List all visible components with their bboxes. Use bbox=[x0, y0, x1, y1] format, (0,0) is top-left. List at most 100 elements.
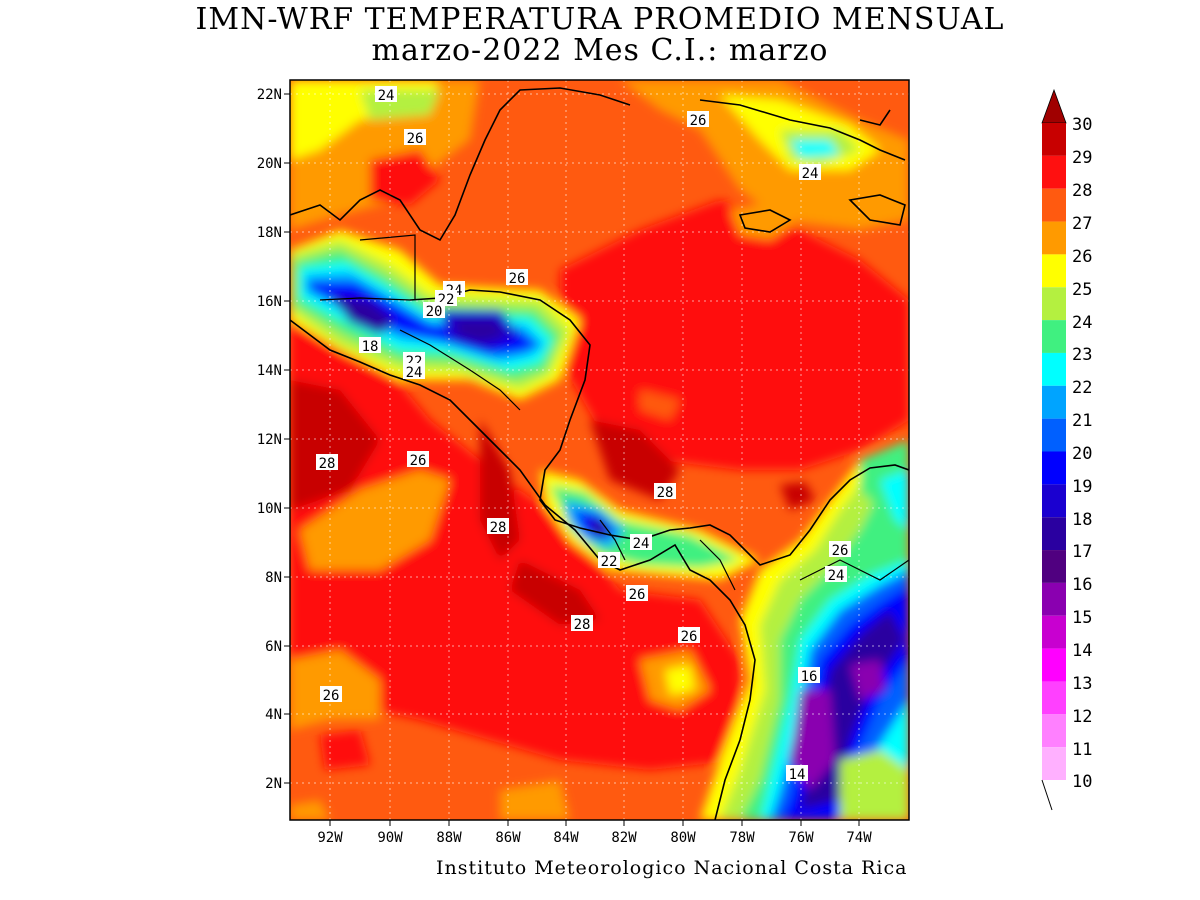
colorbar-swatch bbox=[1042, 418, 1066, 452]
colorbar-label: 21 bbox=[1072, 411, 1092, 431]
lon-label: 74W bbox=[846, 830, 872, 846]
contour-label: 26 bbox=[407, 131, 424, 147]
colorbar-swatch bbox=[1042, 155, 1066, 189]
contour-label: 26 bbox=[629, 587, 646, 603]
colorbar-label: 20 bbox=[1072, 444, 1092, 464]
colorbar-label: 17 bbox=[1072, 542, 1092, 562]
lat-label: 20N bbox=[257, 156, 282, 172]
colorbar-label: 11 bbox=[1072, 740, 1092, 760]
colorbar-swatch bbox=[1042, 615, 1066, 649]
colorbar-label: 29 bbox=[1072, 148, 1092, 168]
lat-label: 10N bbox=[257, 501, 282, 517]
colorbar-swatch bbox=[1042, 320, 1066, 353]
colorbar-swatch bbox=[1042, 550, 1066, 583]
colorbar-swatch bbox=[1042, 451, 1066, 485]
contour-label: 24 bbox=[633, 536, 650, 552]
lat-label: 6N bbox=[265, 639, 282, 655]
lon-label: 84W bbox=[553, 830, 579, 846]
lon-label: 90W bbox=[377, 830, 403, 846]
colorbar-label: 13 bbox=[1072, 674, 1092, 694]
lat-label: 2N bbox=[265, 776, 282, 792]
colorbar-swatch bbox=[1042, 287, 1066, 321]
contour-label: 26 bbox=[690, 113, 707, 129]
colorbar-label: 18 bbox=[1072, 510, 1092, 530]
contour-label: 26 bbox=[681, 629, 698, 645]
colorbar-swatch bbox=[1042, 648, 1066, 682]
colorbar-label: 25 bbox=[1072, 280, 1092, 300]
contour-label: 20 bbox=[426, 304, 443, 320]
colorbar-label: 14 bbox=[1072, 641, 1092, 661]
colorbar-swatch bbox=[1042, 517, 1066, 551]
colorbar-label: 19 bbox=[1072, 477, 1092, 497]
contour-label: 26 bbox=[509, 271, 526, 287]
lat-label: 22N bbox=[257, 87, 282, 103]
contour-label: 26 bbox=[323, 688, 340, 704]
contour-label: 28 bbox=[657, 485, 674, 501]
contour-labels: 24 26 26 24 26 24 22 20 18 22 24 28 26 2… bbox=[316, 86, 851, 783]
colorbar-swatch bbox=[1042, 681, 1066, 715]
lat-label: 8N bbox=[265, 570, 282, 586]
colorbar-label: 27 bbox=[1072, 214, 1092, 234]
colorbar: 30 29 28 27 26 25 24 23 22 21 20 19 18 1… bbox=[1041, 88, 1092, 811]
contour-label: 28 bbox=[574, 617, 591, 633]
lon-label: 80W bbox=[670, 830, 696, 846]
map-frame bbox=[289, 79, 910, 821]
colorbar-swatch bbox=[1042, 747, 1066, 780]
contour-label: 14 bbox=[789, 767, 806, 783]
colorbar-labels: 30 29 28 27 26 25 24 23 22 21 20 19 18 1… bbox=[1072, 115, 1092, 792]
lat-axis: 22N 20N 18N 16N 14N 12N 10N 8N 6N 4N 2N bbox=[257, 87, 290, 792]
contour-label: 28 bbox=[490, 520, 507, 536]
contour-label: 28 bbox=[319, 456, 336, 472]
chart-subtitle: marzo-2022 Mes C.I.: marzo bbox=[371, 33, 829, 68]
colorbar-label: 16 bbox=[1072, 575, 1092, 595]
lat-label: 4N bbox=[265, 707, 282, 723]
borders bbox=[319, 234, 909, 591]
colorbar-swatch bbox=[1042, 352, 1066, 386]
colorbar-swatch bbox=[1042, 221, 1066, 255]
lon-label: 78W bbox=[729, 830, 755, 846]
chart-title: IMN-WRF TEMPERATURA PROMEDIO MENSUAL bbox=[195, 2, 1005, 37]
colorbar-label: 15 bbox=[1072, 608, 1092, 628]
lon-label: 76W bbox=[788, 830, 814, 846]
colorbar-arrow-bottom bbox=[1041, 779, 1053, 811]
colorbar-label: 10 bbox=[1072, 772, 1092, 792]
lon-label: 82W bbox=[611, 830, 637, 846]
contour-label: 18 bbox=[362, 339, 379, 355]
contour-label: 24 bbox=[802, 166, 819, 182]
colorbar-swatches bbox=[1042, 123, 1066, 780]
colorbar-swatch bbox=[1042, 714, 1066, 748]
colorbar-label: 30 bbox=[1072, 115, 1092, 135]
lon-label: 86W bbox=[495, 830, 521, 846]
contour-label: 24 bbox=[828, 568, 845, 584]
lat-label: 12N bbox=[257, 432, 282, 448]
coastlines bbox=[290, 87, 909, 820]
colorbar-label: 26 bbox=[1072, 247, 1092, 267]
colorbar-label: 28 bbox=[1072, 181, 1092, 201]
contour-label: 26 bbox=[410, 453, 427, 469]
colorbar-label: 23 bbox=[1072, 345, 1092, 365]
lat-label: 18N bbox=[257, 225, 282, 241]
contour-label: 22 bbox=[601, 554, 618, 570]
temperature-field: 24 26 26 24 26 24 22 20 18 22 24 28 26 2… bbox=[290, 80, 909, 820]
contour-label: 24 bbox=[378, 88, 395, 104]
colorbar-label: 12 bbox=[1072, 707, 1092, 727]
colorbar-swatch bbox=[1042, 254, 1066, 288]
lon-label: 92W bbox=[317, 830, 343, 846]
lat-label: 16N bbox=[257, 294, 282, 310]
institution-credit: Instituto Meteorologico Nacional Costa R… bbox=[436, 857, 908, 879]
colorbar-swatch bbox=[1042, 123, 1066, 156]
lon-axis: 92W 90W 88W 86W 84W 82W 80W 78W 76W 74W bbox=[317, 820, 872, 846]
colorbar-label: 24 bbox=[1072, 313, 1092, 333]
colorbar-swatch bbox=[1042, 484, 1066, 518]
lon-label: 88W bbox=[436, 830, 462, 846]
lat-label: 14N bbox=[257, 363, 282, 379]
colorbar-arrow-top bbox=[1041, 88, 1067, 124]
colorbar-swatch bbox=[1042, 385, 1066, 419]
colorbar-swatch bbox=[1042, 582, 1066, 616]
colorbar-label: 22 bbox=[1072, 378, 1092, 398]
contour-label: 24 bbox=[406, 365, 423, 381]
contour-label: 16 bbox=[801, 669, 818, 685]
colorbar-swatch bbox=[1042, 188, 1066, 222]
contour-label: 26 bbox=[832, 543, 849, 559]
